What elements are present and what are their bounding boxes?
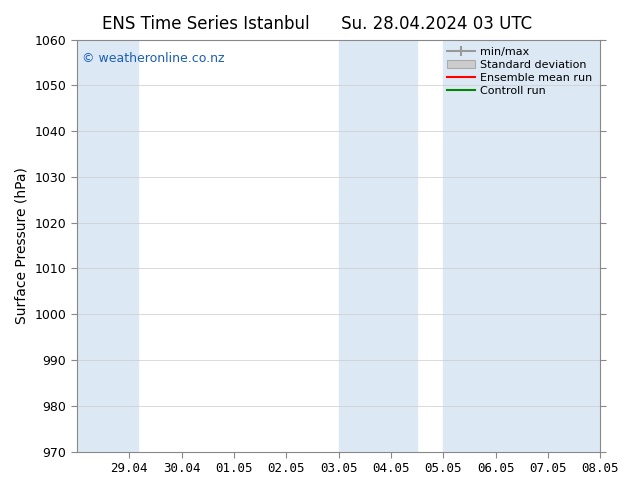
Text: © weatheronline.co.nz: © weatheronline.co.nz [82, 52, 224, 65]
Text: ENS Time Series Istanbul      Su. 28.04.2024 03 UTC: ENS Time Series Istanbul Su. 28.04.2024 … [102, 15, 532, 33]
Bar [77, 40, 138, 452]
Bar [443, 40, 600, 452]
Y-axis label: Surface Pressure (hPa): Surface Pressure (hPa) [15, 167, 29, 324]
Bar [339, 40, 417, 452]
Legend: min/max, Standard deviation, Ensemble mean run, Controll run: min/max, Standard deviation, Ensemble me… [443, 43, 597, 100]
